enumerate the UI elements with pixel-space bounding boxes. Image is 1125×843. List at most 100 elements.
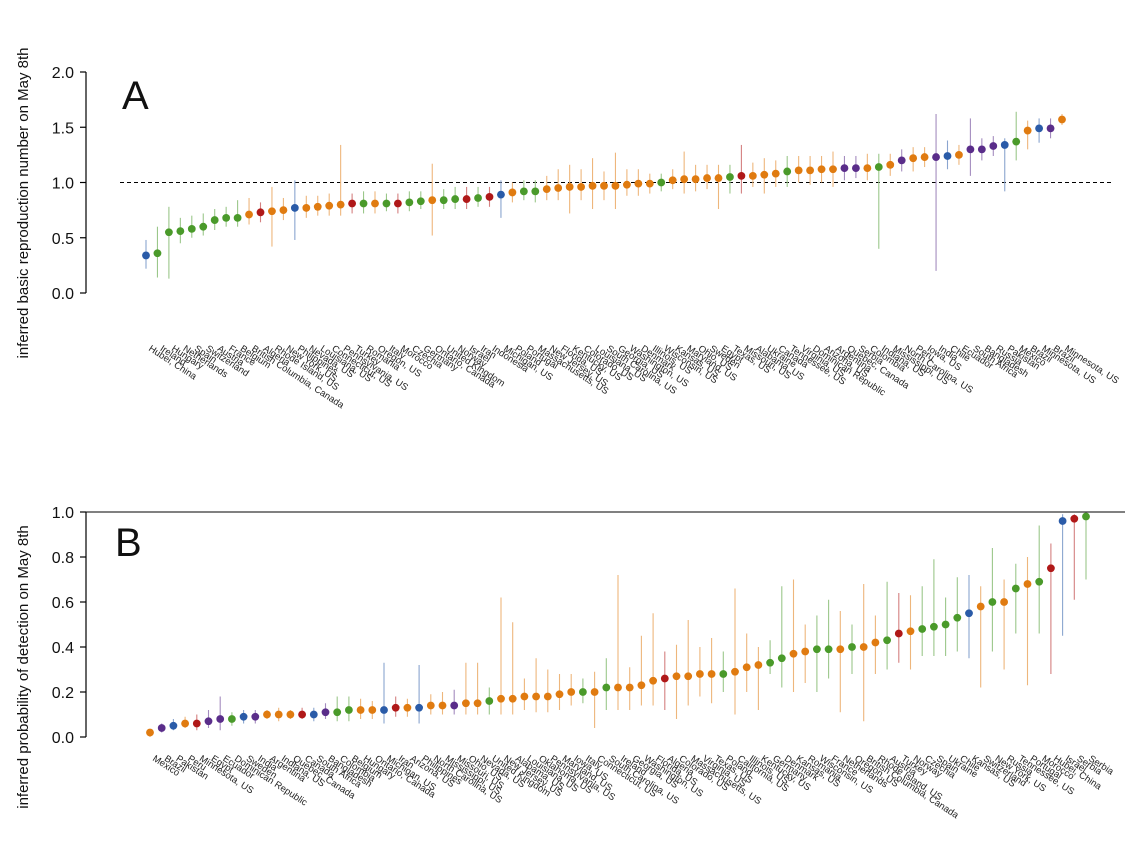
data-point [438, 701, 447, 710]
data-point [852, 164, 860, 173]
y-tick-label: 0.0 [52, 286, 74, 303]
data-point [531, 187, 540, 196]
y-tick-label: 0.5 [52, 231, 74, 248]
data-point [555, 690, 564, 699]
data-point [187, 225, 196, 233]
data-point [199, 222, 208, 231]
data-point [228, 715, 236, 723]
data-point [380, 706, 388, 714]
data-point [345, 706, 353, 714]
data-point [859, 643, 868, 651]
data-point [462, 699, 470, 708]
data-point [836, 645, 845, 654]
data-point [965, 609, 973, 618]
data-point [894, 629, 903, 638]
y-tick-label: 0.0 [52, 730, 74, 747]
data-point [943, 152, 952, 160]
data-point [920, 153, 929, 161]
data-point [726, 173, 734, 181]
data-point [279, 206, 288, 215]
data-point [737, 171, 746, 180]
data-point [783, 167, 792, 176]
data-point [286, 710, 295, 719]
data-point [394, 199, 402, 208]
data-point [462, 195, 471, 203]
data-point [707, 670, 716, 678]
data-point [348, 199, 356, 208]
data-point [777, 654, 786, 663]
data-point [368, 706, 377, 714]
data-point [565, 183, 574, 191]
data-point [731, 667, 739, 676]
data-point [976, 602, 985, 611]
data-point [623, 180, 631, 189]
data-point [611, 181, 620, 190]
data-point [813, 645, 821, 654]
data-point [577, 183, 585, 191]
data-point [302, 204, 311, 212]
data-point [714, 174, 723, 182]
data-point [955, 150, 963, 159]
data-point [696, 670, 704, 678]
y-tick-label: 0.8 [52, 550, 74, 567]
data-point [216, 715, 225, 723]
data-point [794, 166, 803, 175]
data-point [579, 688, 587, 696]
data-point [1070, 514, 1079, 523]
data-point [333, 708, 342, 717]
data-point [966, 145, 975, 154]
data-point [988, 598, 997, 606]
data-point [473, 699, 482, 708]
data-point [817, 165, 826, 174]
data-point [245, 210, 253, 219]
data-point [684, 672, 693, 681]
data-point [871, 638, 880, 647]
data-point [760, 170, 769, 179]
data-point [263, 710, 271, 719]
data-point [321, 708, 330, 717]
data-point [824, 645, 833, 654]
data-point [439, 196, 448, 205]
data-point [192, 719, 201, 728]
data-point [932, 153, 940, 161]
data-point [222, 213, 231, 222]
data-point [485, 192, 494, 201]
data-point [325, 201, 334, 210]
panel-b-letter: B [115, 521, 142, 565]
data-point [497, 190, 505, 199]
panel-a-letter: A [122, 74, 149, 118]
data-point [426, 701, 435, 710]
data-point [691, 175, 700, 184]
data-point [371, 199, 379, 208]
data-point [181, 719, 190, 728]
data-point [1023, 580, 1032, 588]
data-point [1012, 137, 1021, 146]
y-tick-label: 0.4 [52, 640, 74, 657]
data-point [508, 694, 517, 703]
data-point [672, 672, 681, 681]
data-point [233, 213, 242, 222]
data-point [416, 197, 425, 206]
panel-b-ylabel: inferred probability of detection on May… [15, 525, 32, 809]
y-tick-label: 0.2 [52, 685, 74, 702]
panel-a-ylabel: inferred basic reproduction number on Ma… [15, 47, 32, 358]
data-point [542, 185, 551, 194]
data-point [405, 198, 414, 207]
data-point [930, 622, 938, 631]
data-point [508, 188, 517, 197]
data-point [771, 169, 780, 178]
data-point [251, 712, 260, 721]
data-point [274, 710, 283, 719]
data-point [519, 187, 528, 196]
data-point [165, 228, 173, 237]
data-point [680, 175, 689, 184]
data-point [415, 703, 423, 712]
data-point [719, 670, 728, 678]
data-point [806, 166, 814, 175]
data-point [520, 692, 529, 701]
data-point [1058, 517, 1067, 525]
data-point [977, 145, 986, 154]
data-point [941, 620, 950, 629]
data-point [543, 692, 552, 701]
